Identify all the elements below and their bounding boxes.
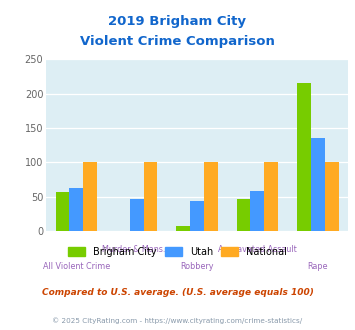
Bar <box>264 162 278 231</box>
Bar <box>236 199 250 231</box>
Bar <box>130 199 144 231</box>
Bar <box>297 83 311 231</box>
Text: Rape: Rape <box>307 262 328 271</box>
Text: All Violent Crime: All Violent Crime <box>43 262 110 271</box>
Bar <box>55 192 69 231</box>
Legend: Brigham City, Utah, National: Brigham City, Utah, National <box>64 243 291 261</box>
Bar <box>69 188 83 231</box>
Text: Compared to U.S. average. (U.S. average equals 100): Compared to U.S. average. (U.S. average … <box>42 287 313 297</box>
Text: 2019 Brigham City: 2019 Brigham City <box>109 15 246 28</box>
Bar <box>325 162 339 231</box>
Text: Robbery: Robbery <box>180 262 214 271</box>
Bar <box>204 162 218 231</box>
Bar <box>311 138 325 231</box>
Text: © 2025 CityRating.com - https://www.cityrating.com/crime-statistics/: © 2025 CityRating.com - https://www.city… <box>53 317 302 324</box>
Text: Violent Crime Comparison: Violent Crime Comparison <box>80 35 275 48</box>
Bar <box>176 225 190 231</box>
Bar <box>190 202 204 231</box>
Bar <box>144 162 158 231</box>
Text: Murder & Mans...: Murder & Mans... <box>103 245 171 254</box>
Bar <box>83 162 97 231</box>
Bar <box>250 190 264 231</box>
Text: Aggravated Assault: Aggravated Assault <box>218 245 297 254</box>
